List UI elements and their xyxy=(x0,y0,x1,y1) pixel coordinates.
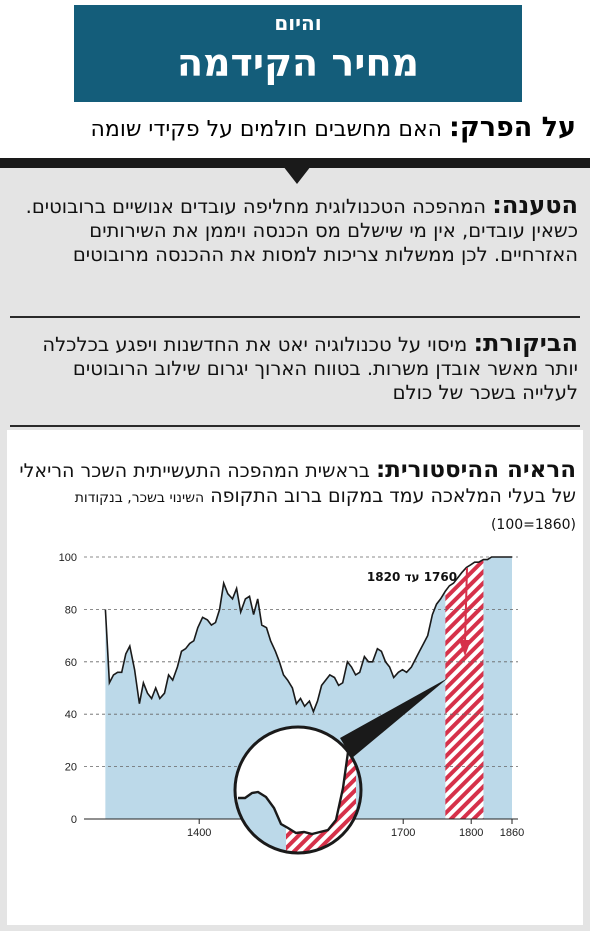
subject-label: על הפרק: xyxy=(449,112,576,143)
y-tick-label: 100 xyxy=(59,552,77,564)
chart-title-label: הראיה ההיסטורית: xyxy=(375,457,576,483)
separator xyxy=(10,425,580,427)
header-kicker: והיום xyxy=(274,11,322,35)
period-label: 1760 עד 1820 xyxy=(367,570,457,584)
divider-rule xyxy=(0,158,590,168)
x-tick-label: 1800 xyxy=(459,827,483,839)
y-tick-label: 20 xyxy=(65,762,77,774)
chart-heading: הראיה ההיסטורית: בראשית המהפכה התעשייתית… xyxy=(16,458,576,538)
y-tick-label: 80 xyxy=(65,604,77,616)
claim-paragraph: הטענה: המהפכה הטכנולוגית מחליפה עובדים א… xyxy=(12,193,578,267)
period-arrowhead xyxy=(459,640,471,656)
subject-line: על הפרק: האם מחשבים חולמים על פקידי שומה xyxy=(16,113,576,145)
magnifier-pointer xyxy=(340,678,448,758)
chart-title-text: בראשית המהפכה התעשייתית השכר הריאלי של ב… xyxy=(19,460,576,507)
series-line xyxy=(104,556,512,714)
criticism-text: מיסוי על טכנולוגיה יאט את החדשנות ויפגע … xyxy=(42,333,578,404)
period-arrow xyxy=(464,567,468,643)
chart-unit: השינוי בשכר, בנקודות (1860=100) xyxy=(74,490,576,533)
x-tick-label: 1700 xyxy=(391,827,415,839)
y-tick-label: 40 xyxy=(65,709,77,721)
y-tick-label: 60 xyxy=(65,657,77,669)
x-tick-label: 1400 xyxy=(187,827,211,839)
series-area xyxy=(105,557,513,819)
criticism-paragraph: הביקורת: מיסוי על טכנולוגיה יאט את החדשנ… xyxy=(12,331,578,405)
claim-text: המהפכה הטכנולוגית מחליפה עובדים אנושיים … xyxy=(25,195,578,266)
hatched-period xyxy=(445,559,484,819)
header-title: מחיר הקידמה xyxy=(176,41,420,85)
y-tick-label: 0 xyxy=(71,814,77,826)
magnifier-ring xyxy=(233,725,363,855)
header-box: והיום מחיר הקידמה xyxy=(74,5,522,102)
claim-label: הטענה: xyxy=(492,191,578,219)
magnifier-hatch xyxy=(286,727,356,853)
criticism-label: הביקורת: xyxy=(473,329,578,357)
subject-text: האם מחשבים חולמים על פקידי שומה xyxy=(90,117,443,142)
pointer-notch xyxy=(283,166,311,184)
separator xyxy=(10,316,580,318)
x-tick-label: 1860 xyxy=(500,827,524,839)
